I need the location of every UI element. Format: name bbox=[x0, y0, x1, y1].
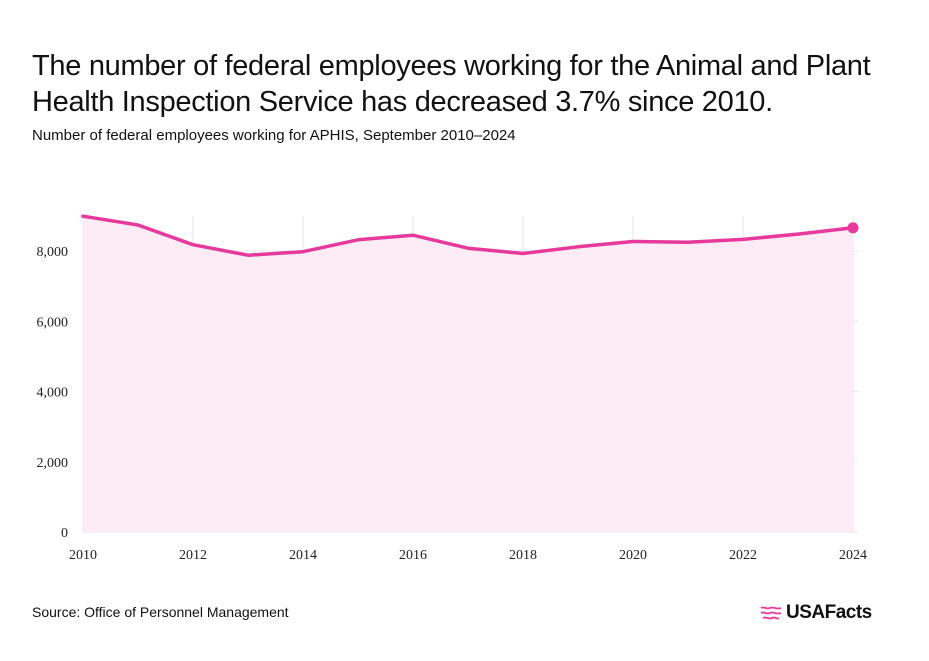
x-axis-tick-labels: 2010 2012 2014 2016 2018 2020 2022 2024 bbox=[69, 548, 867, 563]
last-data-point-marker bbox=[847, 222, 859, 234]
data-point-layer bbox=[847, 222, 859, 234]
area-fill-layer bbox=[83, 216, 853, 532]
x-tick-label: 2012 bbox=[179, 548, 207, 563]
chart-title: The number of federal employees working … bbox=[32, 50, 871, 118]
y-tick-label: 8,000 bbox=[37, 245, 69, 260]
x-tick-label: 2014 bbox=[289, 548, 317, 563]
x-tick-label: 2020 bbox=[619, 548, 647, 563]
x-tick-label: 2024 bbox=[839, 548, 867, 563]
x-tick-label: 2018 bbox=[509, 548, 537, 563]
x-tick-label: 2016 bbox=[399, 548, 427, 563]
x-tick-label: 2022 bbox=[729, 548, 757, 563]
usafacts-logo[interactable]: USAFacts bbox=[760, 601, 872, 625]
source-note: Source: Office of Personnel Management bbox=[32, 604, 289, 620]
logo-text: USAFacts bbox=[786, 602, 872, 623]
y-tick-label: 6,000 bbox=[37, 315, 69, 330]
y-tick-label: 0 bbox=[61, 526, 68, 541]
series-line-layer bbox=[81, 214, 855, 257]
series-area bbox=[83, 216, 853, 532]
usa-flag-icon bbox=[760, 606, 782, 620]
series-line bbox=[81, 214, 855, 257]
y-tick-label: 4,000 bbox=[37, 386, 69, 401]
chart-subtitle: Number of federal employees working for … bbox=[32, 127, 516, 144]
x-tick-label: 2010 bbox=[69, 548, 97, 563]
y-tick-label: 2,000 bbox=[37, 456, 69, 471]
y-axis-tick-labels: 0 2,000 4,000 6,000 8,000 bbox=[37, 245, 69, 541]
